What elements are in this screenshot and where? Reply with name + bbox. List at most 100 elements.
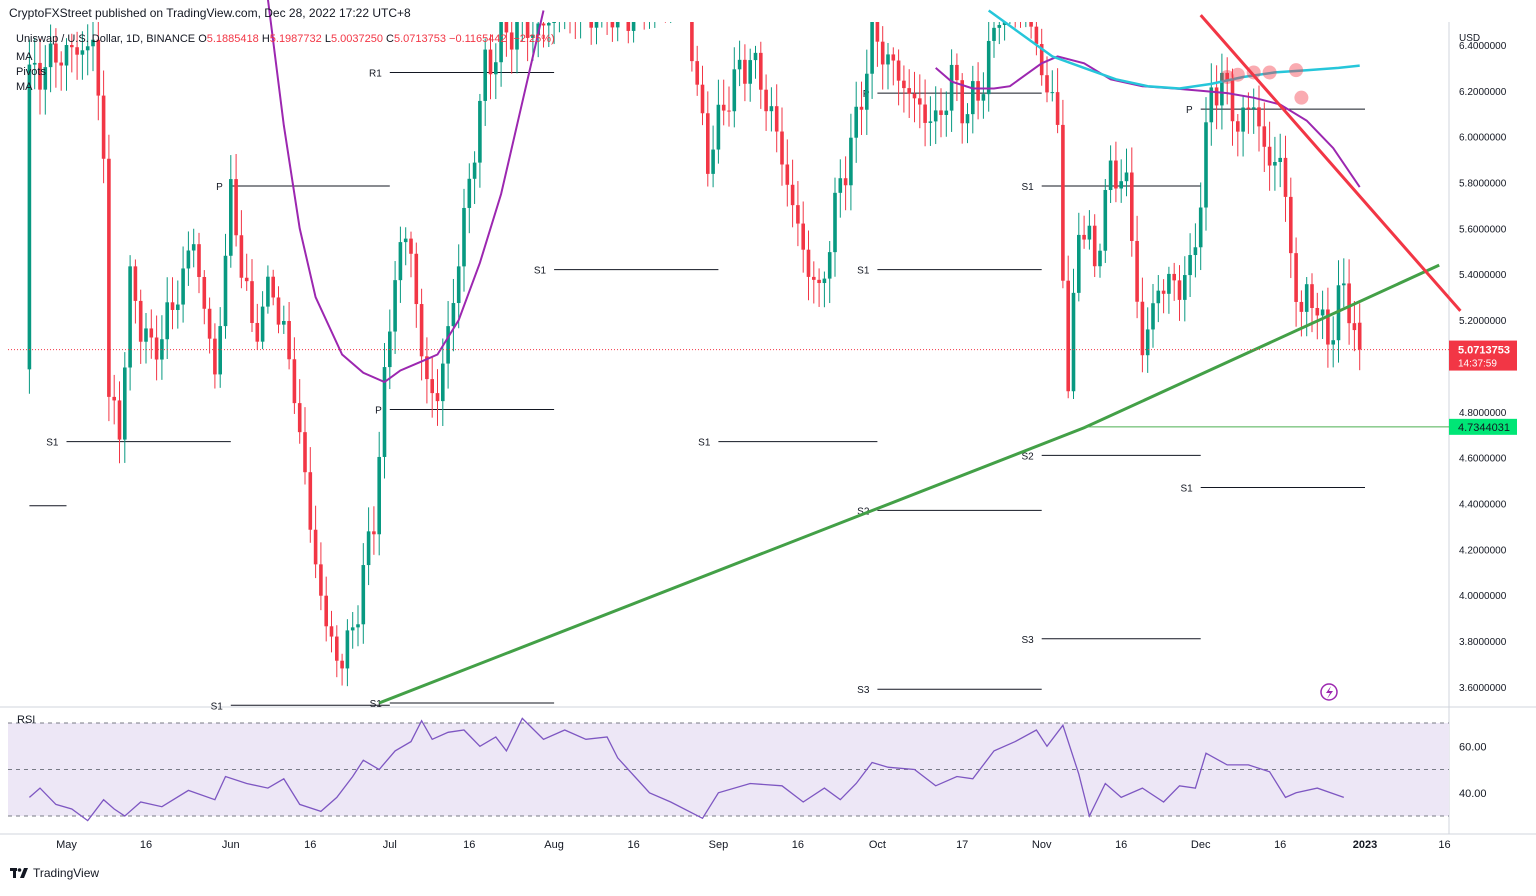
time-tick-label: 16 (140, 839, 152, 851)
last-price-badge[interactable]: 5.0713753 14:37:59 (1449, 340, 1517, 371)
candle (997, 22, 1002, 45)
tradingview-footer[interactable]: TradingView (10, 866, 99, 880)
price-tick-label: 4.6000000 (1459, 454, 1507, 465)
touch-marker (1230, 67, 1245, 82)
candle (1087, 210, 1092, 250)
indicator-ma-1[interactable]: MA (16, 51, 33, 63)
candle (345, 619, 350, 687)
candle (472, 151, 477, 204)
indicator-ma-2[interactable]: MA (16, 81, 33, 93)
candle (308, 447, 313, 543)
candle-body (838, 178, 843, 193)
candle-body (865, 73, 869, 110)
support-level-badge-value: 4.7344031 (1458, 422, 1510, 434)
candle (1029, 22, 1033, 39)
indicator-pivots[interactable]: Pivots (16, 66, 46, 78)
candle (727, 86, 731, 127)
candle (213, 323, 217, 389)
candle-body (833, 192, 837, 253)
candle (965, 103, 970, 144)
candle-body (1145, 329, 1150, 356)
candle-body (202, 276, 207, 309)
candle-body (1034, 26, 1039, 45)
candle (1061, 99, 1065, 289)
candle (123, 352, 127, 463)
candle (54, 28, 58, 88)
candle-body (509, 32, 514, 50)
candle (356, 605, 360, 647)
time-tick-label: 16 (463, 839, 475, 851)
replay-icon-bolt (1326, 686, 1333, 699)
support-level-badge-bg (1449, 418, 1517, 435)
candle (1220, 53, 1224, 130)
candle-body (504, 22, 509, 33)
candle (1140, 277, 1145, 373)
pivot-label-14: S2 (1021, 451, 1034, 462)
price-tick-label: 3.8000000 (1459, 637, 1507, 648)
candle-body (350, 627, 355, 631)
candle (865, 49, 869, 135)
candle-body (1066, 280, 1070, 392)
candle-body (997, 24, 1002, 28)
candle-body (1161, 290, 1166, 294)
candle (260, 291, 265, 350)
candle (1246, 92, 1251, 134)
candle (880, 26, 885, 90)
candle (817, 268, 821, 307)
candle (812, 261, 816, 304)
trendlines[interactable] (8, 14, 1462, 705)
price-tick-label: 4.0000000 (1459, 591, 1507, 602)
candle-body (1055, 92, 1060, 125)
candle-body (282, 321, 286, 325)
candle-body (1188, 255, 1192, 276)
time-axis[interactable]: May 16 Jun 16 Jul 16 Aug 16 Sep 16 Oct 17 Nov 16 Dec 16… (56, 839, 1451, 851)
candle-body (107, 158, 111, 397)
candle-body (907, 88, 911, 94)
candle-body (1108, 160, 1113, 191)
candle-body (732, 69, 737, 112)
candle (589, 22, 593, 45)
candle (833, 177, 837, 277)
candle (181, 246, 185, 323)
candles[interactable] (27, 22, 1362, 687)
grid (0, 22, 1536, 835)
candle (441, 338, 445, 427)
candle (933, 86, 938, 145)
candle-body (1283, 157, 1288, 197)
candle (743, 44, 747, 102)
candle-body (849, 137, 853, 186)
candle-body (48, 43, 53, 68)
candle-body (960, 80, 964, 124)
replay-icon[interactable] (1320, 683, 1338, 701)
candle (875, 22, 880, 67)
candle-body (1098, 250, 1102, 267)
candle-body (1236, 121, 1240, 132)
candle-body (955, 64, 959, 81)
candle-body (43, 67, 48, 90)
candle-body (398, 242, 403, 281)
candle-body (441, 363, 445, 402)
candle-body (700, 84, 705, 114)
candle (1294, 237, 1298, 327)
candle-body (197, 244, 201, 277)
candle-body (372, 531, 376, 535)
candle (1098, 243, 1102, 278)
candle (1257, 85, 1261, 152)
candle-body (759, 52, 763, 90)
candle (992, 22, 996, 58)
candle-body (1039, 44, 1044, 76)
price-tick-label: 5.2000000 (1459, 316, 1507, 327)
candle-body (1119, 181, 1123, 189)
candle (101, 70, 106, 184)
open-value: 5.1885418 (206, 33, 259, 45)
time-tick-label: Nov (1032, 839, 1052, 851)
rsi-pane[interactable]: RSI 60.00 40.00 (8, 714, 1487, 822)
candle-body (1347, 283, 1351, 324)
pivot-label-2: P (216, 182, 223, 193)
candle (1071, 268, 1076, 400)
candle-body (149, 328, 154, 338)
candle (292, 337, 297, 414)
